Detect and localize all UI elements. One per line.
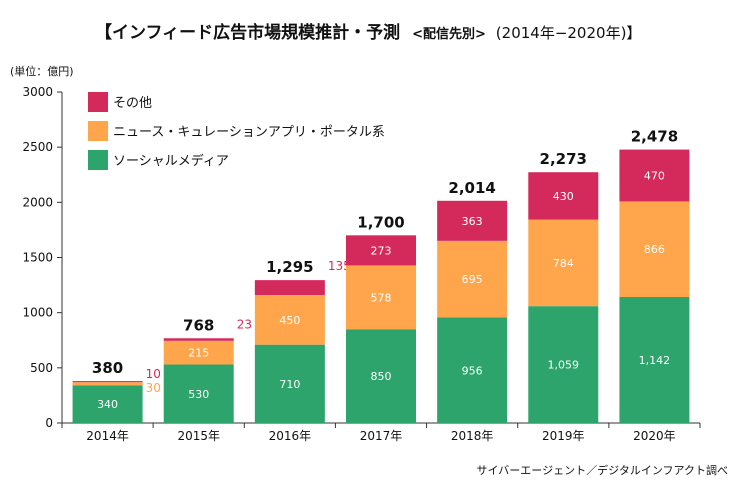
bar-segment: [619, 149, 690, 202]
x-tick-label: 2018年: [451, 429, 494, 443]
bar-segment: [346, 329, 416, 423]
data-label: 1,142: [639, 354, 671, 367]
bar-segment: [437, 317, 508, 423]
bar-segment: [619, 296, 690, 423]
bar-segment: [254, 295, 325, 345]
bar-segment: [619, 201, 690, 297]
data-label: 135: [328, 259, 351, 273]
chart-subtitle: <配信先別>: [412, 26, 486, 42]
bar-segment: [254, 344, 325, 423]
bar-segment: [163, 338, 234, 341]
y-tick-label: 2500: [22, 140, 53, 154]
x-tick-label: 2017年: [360, 429, 403, 443]
x-tick-label: 2015年: [177, 429, 220, 443]
x-tick-label: 2019年: [542, 429, 585, 443]
data-label: 578: [371, 291, 392, 304]
bar-segment: [437, 200, 508, 241]
axes: 0 500 1000 1500 2000 2500 3000 2014年 2015年 2016年 2…: [22, 85, 701, 443]
legend-label: ソーシャルメディア: [113, 153, 229, 169]
legend-label: その他: [113, 96, 152, 111]
chart-title: 【インフィード広告市場規模推計・予測: [95, 22, 400, 43]
bar-segment: [254, 280, 325, 296]
data-label: 273: [371, 244, 392, 257]
data-label: 10: [146, 367, 161, 381]
y-tick-label: 1500: [22, 251, 53, 265]
data-label: 784: [553, 257, 574, 270]
data-label: 363: [462, 215, 483, 228]
chart-title-years: (2014年−2020年)】: [496, 24, 642, 42]
total-label: 380: [92, 359, 123, 377]
total-label: 2,014: [448, 179, 495, 197]
total-label: 2,478: [631, 128, 678, 146]
data-label: 23: [237, 317, 252, 331]
bar-segment: [346, 235, 416, 266]
data-label: 850: [371, 370, 392, 383]
data-label: 530: [188, 388, 209, 401]
x-tick-label: 2020年: [633, 429, 676, 443]
bar-segment: [163, 364, 234, 423]
bar-segment: [163, 340, 234, 365]
data-label: 956: [462, 364, 483, 377]
bar-segment: [437, 240, 508, 318]
bar-segment: [72, 382, 143, 386]
y-tick-label: 0: [45, 416, 53, 430]
data-label: 430: [553, 190, 574, 203]
source-note: サイバーエージェント／デジタルインフアクト調べ: [477, 463, 728, 477]
bar-segment: [528, 219, 599, 307]
data-label: 215: [188, 347, 209, 360]
legend-swatch: [88, 121, 108, 141]
bar-segment: [72, 385, 143, 423]
total-label: 1,295: [266, 258, 313, 276]
legend-label: ニュース・キュレーションアプリ・ポータル系: [113, 125, 385, 140]
svg-text:【インフィード広告市場規模推計・予測 <配信先別>: 【インフィード広告市場規模推計・予測 <配信先別> (2014年−2020年)】: [95, 22, 641, 43]
x-tick-label: 2014年: [86, 429, 129, 443]
bar-segment: [346, 265, 416, 330]
bar-segment: [528, 172, 599, 220]
data-label: 340: [97, 398, 118, 411]
bar-segment: [528, 306, 599, 423]
total-label: 768: [183, 316, 214, 334]
legend-swatch: [88, 150, 108, 170]
y-tick-label: 3000: [22, 85, 53, 99]
total-label: 1,700: [357, 213, 404, 231]
data-label: 695: [462, 273, 483, 286]
data-label: 866: [644, 243, 665, 256]
data-label: 1,059: [548, 359, 580, 372]
unit-label: (単位：億円): [10, 64, 74, 78]
legend-swatch: [88, 92, 108, 112]
total-label: 2,273: [540, 150, 587, 168]
data-label: 710: [279, 378, 300, 391]
bar-segment: [72, 381, 143, 383]
data-label: 470: [644, 170, 665, 183]
data-label: 30: [146, 381, 161, 395]
y-tick-label: 2000: [22, 195, 53, 209]
x-tick-label: 2016年: [269, 429, 312, 443]
data-label: 450: [279, 314, 300, 327]
y-tick-label: 500: [30, 361, 53, 375]
y-tick-label: 1000: [22, 306, 53, 320]
